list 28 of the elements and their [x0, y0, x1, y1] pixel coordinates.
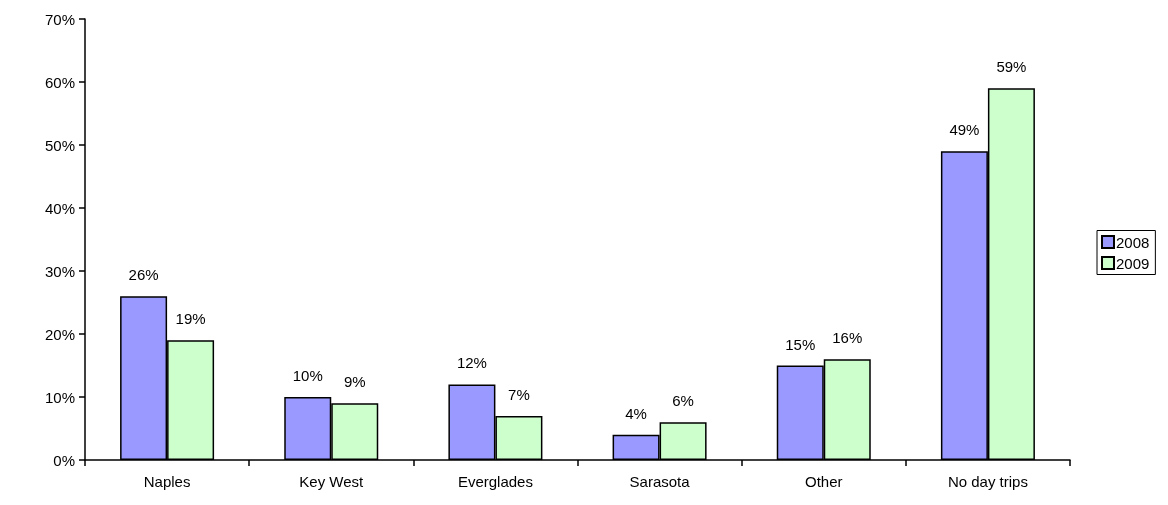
x-tick-label: Sarasota [629, 473, 691, 490]
y-tick-label: 0% [53, 451, 75, 469]
data-label: 15% [785, 335, 816, 353]
x-tick-label: Everglades [457, 473, 533, 490]
data-label: 19% [175, 310, 206, 328]
y-tick-label: 20% [44, 325, 75, 343]
data-label: 26% [128, 266, 159, 284]
x-tick-label: No day trips [947, 473, 1028, 490]
data-label: 12% [456, 354, 487, 372]
y-tick-label: 30% [44, 262, 75, 280]
x-tick-label: Other [804, 473, 843, 490]
x-tick-label: Naples [143, 473, 191, 490]
data-label: 10% [292, 367, 323, 384]
legend-label: 2009 [1116, 254, 1150, 272]
data-label: 16% [832, 329, 863, 347]
y-tick-label: 10% [44, 388, 75, 406]
y-tick-label: 60% [44, 73, 75, 91]
data-label: 6% [672, 392, 694, 410]
data-label: 4% [625, 404, 647, 422]
y-tick-label: 50% [44, 136, 75, 154]
y-tick-label: 40% [44, 199, 75, 217]
y-tick-label: 70% [44, 10, 75, 28]
data-label: 49% [949, 121, 980, 139]
data-label: 9% [343, 373, 366, 391]
data-label: 7% [508, 385, 530, 403]
data-label: 59% [996, 58, 1027, 76]
x-tick-label: Key West [299, 473, 365, 490]
legend-label: 2008 [1116, 233, 1150, 251]
